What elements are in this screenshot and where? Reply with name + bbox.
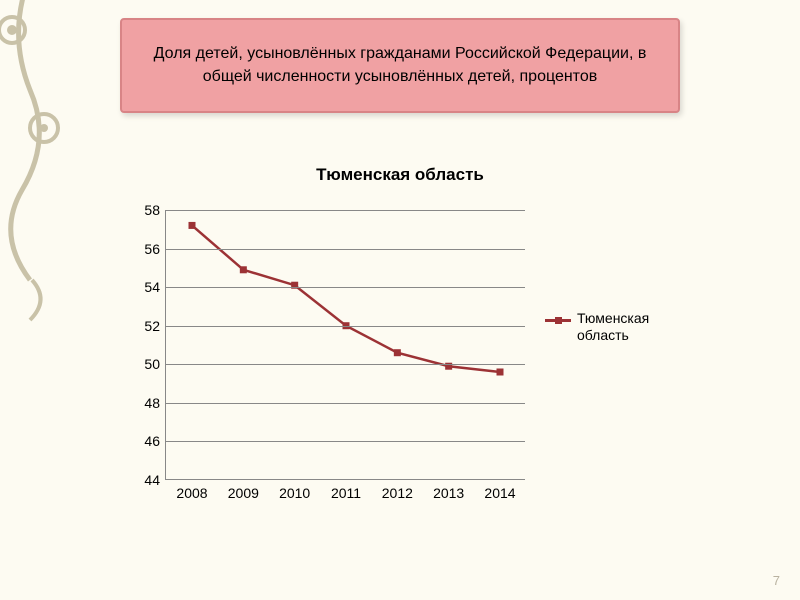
page-number: 7 [773,573,780,588]
gridline [166,403,525,404]
y-axis-label: 54 [134,279,160,295]
gridline [166,210,525,211]
decorative-swirl [0,0,60,600]
y-axis-label: 52 [134,318,160,334]
series-marker [394,349,401,356]
x-axis-label: 2010 [279,485,310,501]
x-axis-label: 2008 [176,485,207,501]
series-marker [497,369,504,376]
y-axis-label: 56 [134,241,160,257]
x-axis-label: 2009 [228,485,259,501]
plot-region: 4446485052545658200820092010201120122013… [165,210,525,480]
gridline [166,287,525,288]
line-series-svg [166,210,525,479]
series-marker [240,266,247,273]
gridline [166,326,525,327]
y-axis-label: 44 [134,472,160,488]
legend: Тюменская область [545,310,675,344]
y-axis-label: 58 [134,202,160,218]
title-text: Доля детей, усыновлённых гражданами Росс… [152,43,648,88]
y-axis-label: 50 [134,356,160,372]
legend-label: Тюменская область [577,310,675,344]
series-marker [189,222,196,229]
gridline [166,249,525,250]
chart-area: 44 46 48 50 52 54 56 58 2008 2009 2010 2011 2012 2013… [115,200,675,530]
x-axis-label: 2012 [382,485,413,501]
gridline [166,441,525,442]
gridline [166,364,525,365]
x-axis-label: 2013 [433,485,464,501]
title-box: Доля детей, усыновлённых гражданами Росс… [120,18,680,113]
chart-title: Тюменская область [0,165,800,185]
y-axis-label: 48 [134,395,160,411]
x-axis-label: 2011 [331,485,361,501]
x-axis-label: 2014 [484,485,515,501]
legend-marker [545,314,571,326]
y-axis-label: 46 [134,433,160,449]
series-line [192,225,500,372]
